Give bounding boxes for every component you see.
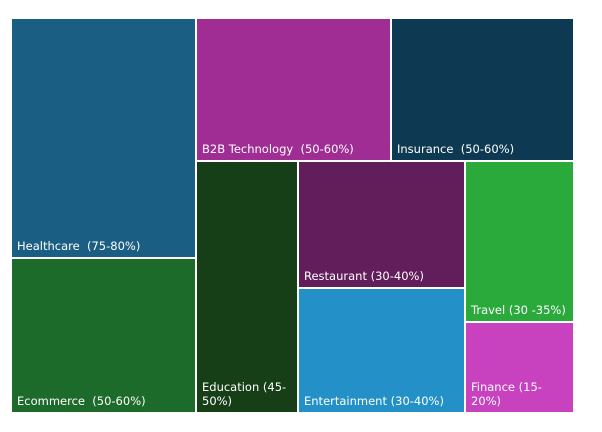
treemap-tile-label: Finance (15-20%) <box>471 380 542 408</box>
treemap-tile-label: Education (45- 50%) <box>202 380 287 408</box>
treemap-tile-label: B2B Technology (50-60%) <box>202 142 354 156</box>
treemap-tile-label: Travel (30 -35%) <box>471 303 566 317</box>
treemap-tile: Insurance (50-60%) <box>391 18 574 161</box>
treemap-tile-label: Entertainment (30-40%) <box>304 394 444 408</box>
treemap-tile-label: Insurance (50-60%) <box>397 142 515 156</box>
treemap-tile: Ecommerce (50-60%) <box>11 258 196 413</box>
treemap-tile: Healthcare (75-80%) <box>11 18 196 258</box>
treemap-tile-label: Healthcare (75-80%) <box>17 239 141 253</box>
treemap-tile: Finance (15-20%) <box>465 322 574 413</box>
treemap-tile: Education (45- 50%) <box>196 161 298 413</box>
treemap-tile-label: Restaurant (30-40%) <box>304 269 424 283</box>
treemap-tile: Travel (30 -35%) <box>465 161 574 322</box>
treemap-tile: B2B Technology (50-60%) <box>196 18 391 161</box>
treemap-tile-label: Ecommerce (50-60%) <box>17 394 146 408</box>
treemap-tile: Entertainment (30-40%) <box>298 288 465 413</box>
treemap-tile: Restaurant (30-40%) <box>298 161 465 288</box>
